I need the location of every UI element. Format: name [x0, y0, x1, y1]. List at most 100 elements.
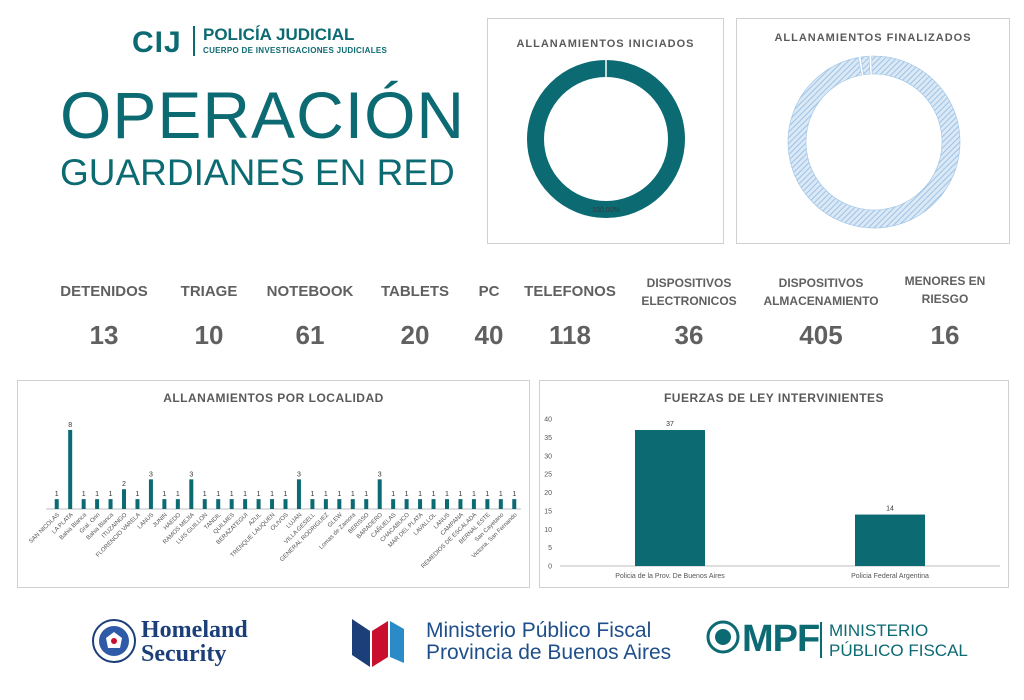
bar-data-label: 1: [176, 491, 180, 498]
bar-data-label: 1: [405, 491, 409, 498]
bar: [216, 499, 221, 509]
bar-data-label: 8: [68, 422, 72, 429]
bar-data-label: 1: [391, 491, 395, 498]
donut-slice: [787, 55, 961, 229]
bar: [68, 429, 73, 509]
bar-data-label: 3: [297, 471, 301, 478]
fuerzas-title: FUERZAS DE LEY INTERVINIENTES: [663, 391, 885, 405]
y-tick-label: 5: [548, 545, 552, 552]
stat-label: TELEFONOS: [524, 283, 616, 300]
bar-data-label: 1: [499, 491, 503, 498]
bar: [337, 499, 342, 509]
bar: [229, 499, 234, 509]
iniciados-title: ALLANAMIENTOS INICIADOS: [516, 38, 695, 50]
stat-label: DISPOSITIVOS ALMACENAMIENTO: [763, 276, 879, 308]
org-subtitle: CUERPO DE INVESTIGACIONES JUDICIALES: [203, 46, 388, 55]
bar-data-label: 1: [485, 491, 489, 498]
bar-data-label: 3: [149, 471, 153, 478]
y-tick-label: 0: [548, 564, 552, 571]
bar: [243, 499, 248, 509]
mpf-logo: MPF: [742, 618, 820, 660]
page-title: OPERACIÓN: [60, 78, 466, 152]
bar: [95, 499, 100, 509]
bar-data-label: 1: [55, 491, 59, 498]
donut-data-label: 100,00%: [592, 207, 620, 214]
bar: [270, 499, 275, 509]
bar: [855, 514, 925, 566]
bar: [296, 479, 301, 509]
y-tick-label: 15: [544, 508, 552, 515]
bar: [431, 499, 436, 509]
bar-data-label: 1: [257, 491, 261, 498]
bar: [471, 499, 476, 509]
y-tick-label: 10: [544, 527, 552, 534]
y-tick-label: 20: [544, 490, 552, 497]
fuerzas-bar-chart: 0 5 10 15 20 25 30 35 40 37 Policia de la Prov. De…: [544, 417, 1000, 580]
bar-data-label: 1: [472, 491, 476, 498]
bar-data-label: 3: [189, 471, 193, 478]
bar: [310, 499, 315, 509]
homeland-line2: Security: [141, 641, 227, 667]
iniciados-panel: ALLANAMIENTOS INICIADOS 100,00%: [487, 18, 724, 244]
x-tick-label: Policia Federal Argentina: [851, 573, 929, 580]
bar-data-label: 14: [886, 506, 894, 513]
y-tick-label: 40: [544, 417, 552, 424]
bar: [635, 430, 705, 566]
bar: [162, 499, 167, 509]
stat-value: 13: [89, 320, 119, 350]
homeland-seal-icon: [92, 619, 136, 663]
mpf-prov-line2: Provincia de Buenos Aires: [426, 641, 672, 664]
page-subtitle: GUARDIANES EN RED: [60, 152, 455, 193]
stat-value: 61: [295, 320, 325, 350]
localidad-panel: ALLANAMIENTOS POR LOCALIDAD 1 SAN NICOLAS…: [17, 380, 530, 588]
bar-data-label: 1: [458, 491, 462, 498]
mpf-prov-line1: Ministerio Público Fiscal: [426, 619, 652, 642]
mpf-seal-icon: [706, 620, 740, 654]
donut-slice: [860, 55, 871, 76]
mpf-line2: PÚBLICO FISCAL: [829, 641, 968, 660]
bar: [498, 499, 503, 509]
x-tick-label: Policia de la Prov. De Buenos Aires: [615, 573, 725, 580]
donut-slice: [527, 60, 685, 218]
bar-data-label: 1: [82, 491, 86, 498]
bar: [323, 499, 328, 509]
bar: [135, 499, 140, 509]
finalizados-donut-chart: [787, 55, 961, 229]
bar-data-label: 3: [378, 471, 382, 478]
bar-data-label: 1: [162, 491, 166, 498]
mpf-prov-logo-icon: [352, 619, 404, 667]
stat-value: 20: [400, 320, 430, 350]
bar-data-label: 1: [351, 491, 355, 498]
stat-label: DETENIDOS: [60, 283, 148, 300]
logo-separator: [193, 26, 195, 56]
y-tick-label: 35: [544, 435, 552, 442]
stat-label: TABLETS: [380, 283, 450, 300]
bar: [350, 499, 355, 509]
stat-label: MENORES EN RIESGO: [904, 274, 986, 306]
bar: [377, 479, 382, 509]
bar-data-label: 1: [418, 491, 422, 498]
localidad-title: ALLANAMIENTOS POR LOCALIDAD: [163, 391, 384, 405]
stat-value: 36: [674, 320, 704, 350]
bar-data-label: 1: [216, 491, 220, 498]
bar-data-label: 1: [432, 491, 436, 498]
bar-data-label: 37: [666, 421, 674, 428]
bar-data-label: 1: [95, 491, 99, 498]
cij-logo: CIJ: [132, 26, 182, 59]
org-title: POLICÍA JUDICIAL: [203, 25, 355, 44]
bar: [458, 499, 463, 509]
bar: [108, 499, 113, 509]
homeland-line1: Homeland: [141, 617, 248, 643]
stat-value: 405: [799, 320, 843, 350]
stat-value: 40: [474, 320, 504, 350]
bar-data-label: 1: [324, 491, 328, 498]
bar-data-label: 1: [270, 491, 274, 498]
y-tick-label: 30: [544, 453, 552, 460]
bar: [148, 479, 153, 509]
y-tick-label: 25: [544, 472, 552, 479]
finalizados-title: ALLANAMIENTOS FINALIZADOS: [774, 32, 972, 44]
bar-data-label: 1: [512, 491, 516, 498]
stat-value: 118: [549, 320, 591, 350]
bar: [391, 499, 396, 509]
